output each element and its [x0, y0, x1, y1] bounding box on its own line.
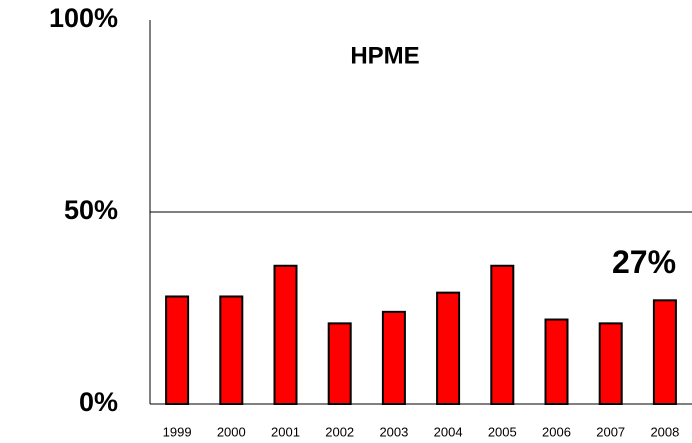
y-tick-label: 100%	[49, 3, 118, 33]
x-tick-label: 1999	[163, 424, 192, 439]
chart-title: HPME	[350, 42, 419, 69]
bar	[327, 322, 352, 405]
bar	[165, 295, 190, 406]
x-tick-label: 2006	[542, 424, 571, 439]
x-tick-label: 2000	[217, 424, 246, 439]
x-tick-label: 2008	[650, 424, 679, 439]
x-tick-label: 2001	[271, 424, 300, 439]
bar	[598, 322, 623, 405]
value-label: 27%	[612, 244, 676, 280]
x-tick-label: 2005	[488, 424, 517, 439]
bar	[436, 291, 461, 406]
bar	[544, 318, 569, 405]
bar	[381, 310, 406, 405]
x-tick-label: 2007	[596, 424, 625, 439]
y-tick-label: 50%	[64, 195, 118, 225]
bar	[273, 264, 298, 406]
x-tick-label: 2002	[325, 424, 354, 439]
x-tick-label: 2004	[434, 424, 463, 439]
bar	[652, 299, 677, 406]
bar	[490, 264, 515, 406]
x-tick-label: 2003	[379, 424, 408, 439]
bar	[219, 295, 244, 406]
y-tick-label: 0%	[79, 387, 118, 417]
